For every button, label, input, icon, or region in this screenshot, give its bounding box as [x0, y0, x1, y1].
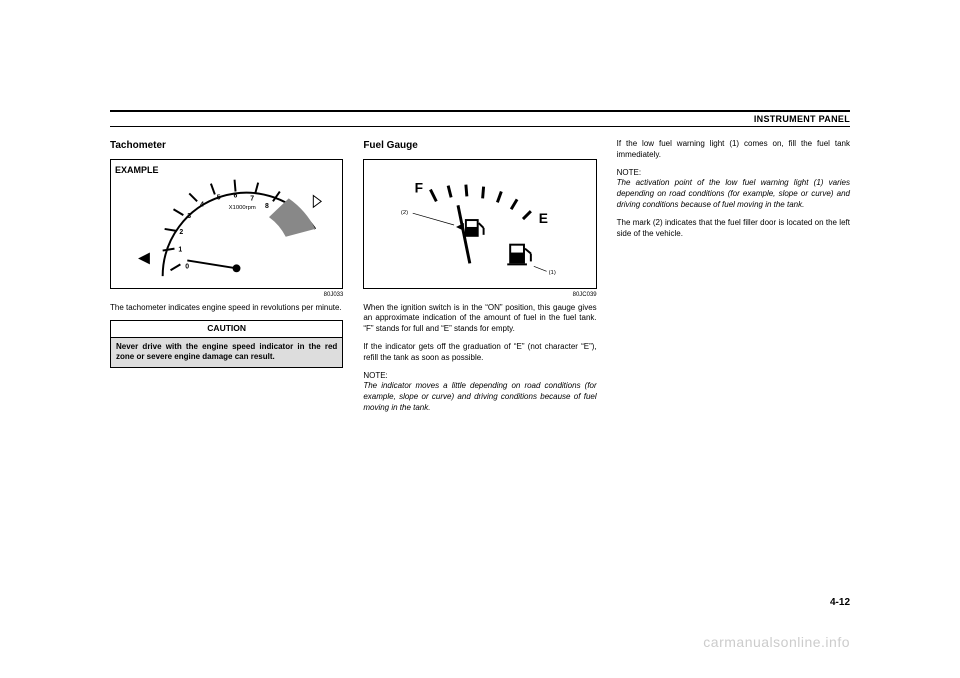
- svg-text:(2): (2): [401, 210, 408, 216]
- svg-text:7: 7: [250, 195, 254, 202]
- fuel-p1: When the ignition switch is in the “ON” …: [363, 303, 596, 335]
- tach-description: The tachometer indicates engine speed in…: [110, 303, 343, 314]
- caution-title: CAUTION: [110, 320, 343, 337]
- content-columns: Tachometer EXAMPLE: [110, 139, 850, 421]
- svg-text:0: 0: [185, 263, 189, 270]
- tachometer-svg: 0 1 2 3 4 5 6 7 8 X1000rpm: [111, 160, 342, 288]
- column-tachometer: Tachometer EXAMPLE: [110, 139, 343, 421]
- fuel-note: NOTE: The indicator moves a little depen…: [363, 371, 596, 414]
- manual-page: INSTRUMENT PANEL Tachometer EXAMPLE: [0, 0, 960, 678]
- note-body-2: The activation point of the low fuel war…: [617, 178, 850, 209]
- example-label: EXAMPLE: [115, 164, 159, 176]
- svg-text:4: 4: [200, 201, 204, 208]
- section-header: INSTRUMENT PANEL: [110, 110, 850, 127]
- svg-text:1: 1: [178, 246, 182, 253]
- svg-text:2: 2: [179, 228, 183, 235]
- column-fuel-gauge: Fuel Gauge F E: [363, 139, 596, 421]
- figure-code-tach: 80J033: [110, 291, 343, 299]
- note-label-2: NOTE:: [617, 168, 641, 177]
- col3-p1: If the low fuel warning light (1) comes …: [617, 139, 850, 161]
- svg-text:E: E: [539, 211, 548, 226]
- heading-tachometer: Tachometer: [110, 139, 343, 153]
- watermark: carmanualsonline.info: [703, 634, 850, 650]
- svg-text:F: F: [415, 180, 423, 195]
- figure-code-fuel: 80JC039: [363, 291, 596, 299]
- svg-text:3: 3: [187, 213, 191, 220]
- figure-tachometer: EXAMPLE: [110, 159, 343, 289]
- svg-text:8: 8: [265, 203, 269, 210]
- col3-note: NOTE: The activation point of the low fu…: [617, 168, 850, 211]
- fuel-gauge-svg: F E (2): [364, 160, 595, 288]
- caution-body: Never drive with the engine speed indica…: [110, 338, 343, 368]
- column-notes: If the low fuel warning light (1) comes …: [617, 139, 850, 421]
- svg-text:5: 5: [217, 194, 221, 201]
- heading-fuel-gauge: Fuel Gauge: [363, 139, 596, 153]
- col3-p2: The mark (2) indicates that the fuel fil…: [617, 218, 850, 240]
- page-number: 4-12: [830, 597, 850, 608]
- fuel-p2: If the indicator gets off the graduation…: [363, 342, 596, 364]
- svg-text:X1000rpm: X1000rpm: [229, 205, 256, 211]
- note-label: NOTE:: [363, 371, 387, 380]
- figure-fuel-gauge: F E (2): [363, 159, 596, 289]
- svg-text:(1): (1): [549, 270, 556, 276]
- note-body: The indicator moves a little depending o…: [363, 381, 596, 412]
- svg-text:6: 6: [234, 192, 238, 199]
- section-title: INSTRUMENT PANEL: [754, 114, 850, 124]
